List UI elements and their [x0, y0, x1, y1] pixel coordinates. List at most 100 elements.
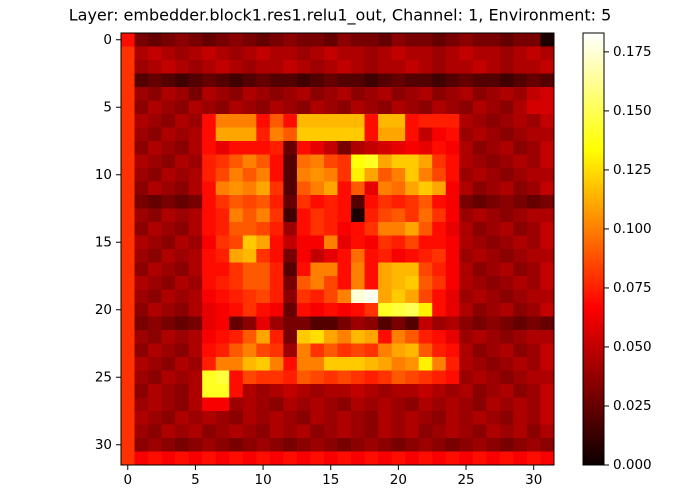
- heatmap-cell: [378, 330, 393, 344]
- heatmap-cell: [445, 154, 460, 169]
- heatmap-cell: [405, 114, 420, 128]
- heatmap-cell: [526, 114, 541, 128]
- heatmap-cell: [148, 289, 162, 304]
- heatmap-cell: [486, 276, 501, 290]
- heatmap-cell: [405, 154, 420, 169]
- heatmap-cell: [405, 384, 420, 398]
- heatmap-cell: [364, 100, 379, 115]
- heatmap-cell: [459, 87, 474, 101]
- heatmap-cell: [161, 235, 176, 250]
- heatmap-cell: [337, 249, 352, 263]
- heatmap-cell: [351, 127, 365, 142]
- heatmap-cell: [256, 222, 271, 236]
- heatmap-cell: [256, 127, 271, 142]
- heatmap-cell: [486, 195, 501, 209]
- heatmap-cell: [405, 73, 420, 88]
- heatmap-cell: [364, 357, 379, 371]
- heatmap-cell: [161, 154, 176, 169]
- heatmap-cell: [202, 397, 217, 412]
- heatmap-cell: [269, 114, 284, 128]
- heatmap-cell: [161, 384, 176, 398]
- heatmap-cell: [256, 330, 271, 344]
- heatmap-cell: [391, 330, 406, 344]
- heatmap-cell: [256, 451, 271, 466]
- heatmap-cell: [202, 114, 217, 128]
- heatmap-cell: [283, 397, 298, 412]
- heatmap-cell: [445, 276, 460, 290]
- heatmap-cell: [148, 370, 162, 385]
- heatmap-cell: [540, 141, 555, 155]
- heatmap-cell: [215, 181, 230, 196]
- heatmap-cell: [323, 289, 338, 304]
- heatmap-cell: [432, 438, 447, 452]
- heatmap-cell: [432, 33, 447, 47]
- heatmap-cell: [283, 330, 298, 344]
- heatmap-cell: [459, 370, 474, 385]
- heatmap-cell: [296, 141, 311, 155]
- heatmap-cell: [148, 330, 162, 344]
- heatmap-cell: [310, 100, 325, 115]
- heatmap-cell: [486, 154, 501, 169]
- heatmap-cell: [513, 100, 528, 115]
- heatmap-cell: [378, 73, 393, 88]
- heatmap-cell: [432, 127, 447, 142]
- heatmap-cell: [323, 330, 338, 344]
- heatmap-cell: [513, 235, 528, 250]
- heatmap-cell: [283, 195, 298, 209]
- heatmap-cell: [296, 262, 311, 277]
- heatmap-cell: [432, 73, 447, 88]
- heatmap-cell: [161, 424, 176, 439]
- heatmap-cell: [269, 451, 284, 466]
- heatmap-cell: [188, 276, 203, 290]
- heatmap-cell: [121, 343, 135, 358]
- heatmap-cell: [323, 127, 338, 142]
- heatmap-cell: [351, 73, 365, 88]
- y-tick-label: 5: [103, 99, 112, 115]
- heatmap-cell: [472, 46, 487, 61]
- heatmap-cell: [540, 87, 555, 101]
- heatmap-cell: [405, 289, 420, 304]
- heatmap-cell: [432, 289, 447, 304]
- heatmap-cell: [242, 195, 257, 209]
- heatmap-cell: [283, 411, 298, 425]
- heatmap-cell: [486, 289, 501, 304]
- chart-title: Layer: embedder.block1.res1.relu1_out, C…: [69, 6, 612, 26]
- heatmap-cell: [121, 222, 135, 236]
- heatmap-cell: [337, 222, 352, 236]
- heatmap-cell: [202, 87, 217, 101]
- heatmap-cell: [310, 276, 325, 290]
- heatmap-cell: [499, 276, 514, 290]
- heatmap-cell: [134, 451, 149, 466]
- heatmap-cell: [418, 141, 433, 155]
- heatmap-cell: [296, 60, 311, 74]
- heatmap-cell: [391, 222, 406, 236]
- heatmap-cell: [310, 60, 325, 74]
- heatmap-cell: [310, 181, 325, 196]
- heatmap-cell: [391, 73, 406, 88]
- heatmap-cell: [540, 222, 555, 236]
- heatmap-cell: [215, 222, 230, 236]
- heatmap-cell: [269, 87, 284, 101]
- heatmap-cell: [134, 438, 149, 452]
- heatmap-cell: [351, 235, 365, 250]
- heatmap-cell: [364, 168, 379, 182]
- heatmap-cell: [296, 330, 311, 344]
- heatmap-cell: [215, 424, 230, 439]
- heatmap-cell: [472, 424, 487, 439]
- heatmap-cell: [526, 60, 541, 74]
- heatmap-cell: [351, 397, 365, 412]
- heatmap-cell: [269, 438, 284, 452]
- heatmap-cell: [526, 154, 541, 169]
- heatmap-cell: [445, 222, 460, 236]
- heatmap-cell: [405, 343, 420, 358]
- heatmap-cell: [432, 168, 447, 182]
- heatmap-cell: [378, 289, 393, 304]
- heatmap-cell: [499, 411, 514, 425]
- heatmap-cell: [296, 303, 311, 317]
- heatmap-cell: [378, 114, 393, 128]
- heatmap-cell: [513, 33, 528, 47]
- heatmap-cell: [499, 289, 514, 304]
- heatmap-cell: [378, 195, 393, 209]
- heatmap-cell: [175, 384, 190, 398]
- heatmap-cell: [378, 316, 393, 331]
